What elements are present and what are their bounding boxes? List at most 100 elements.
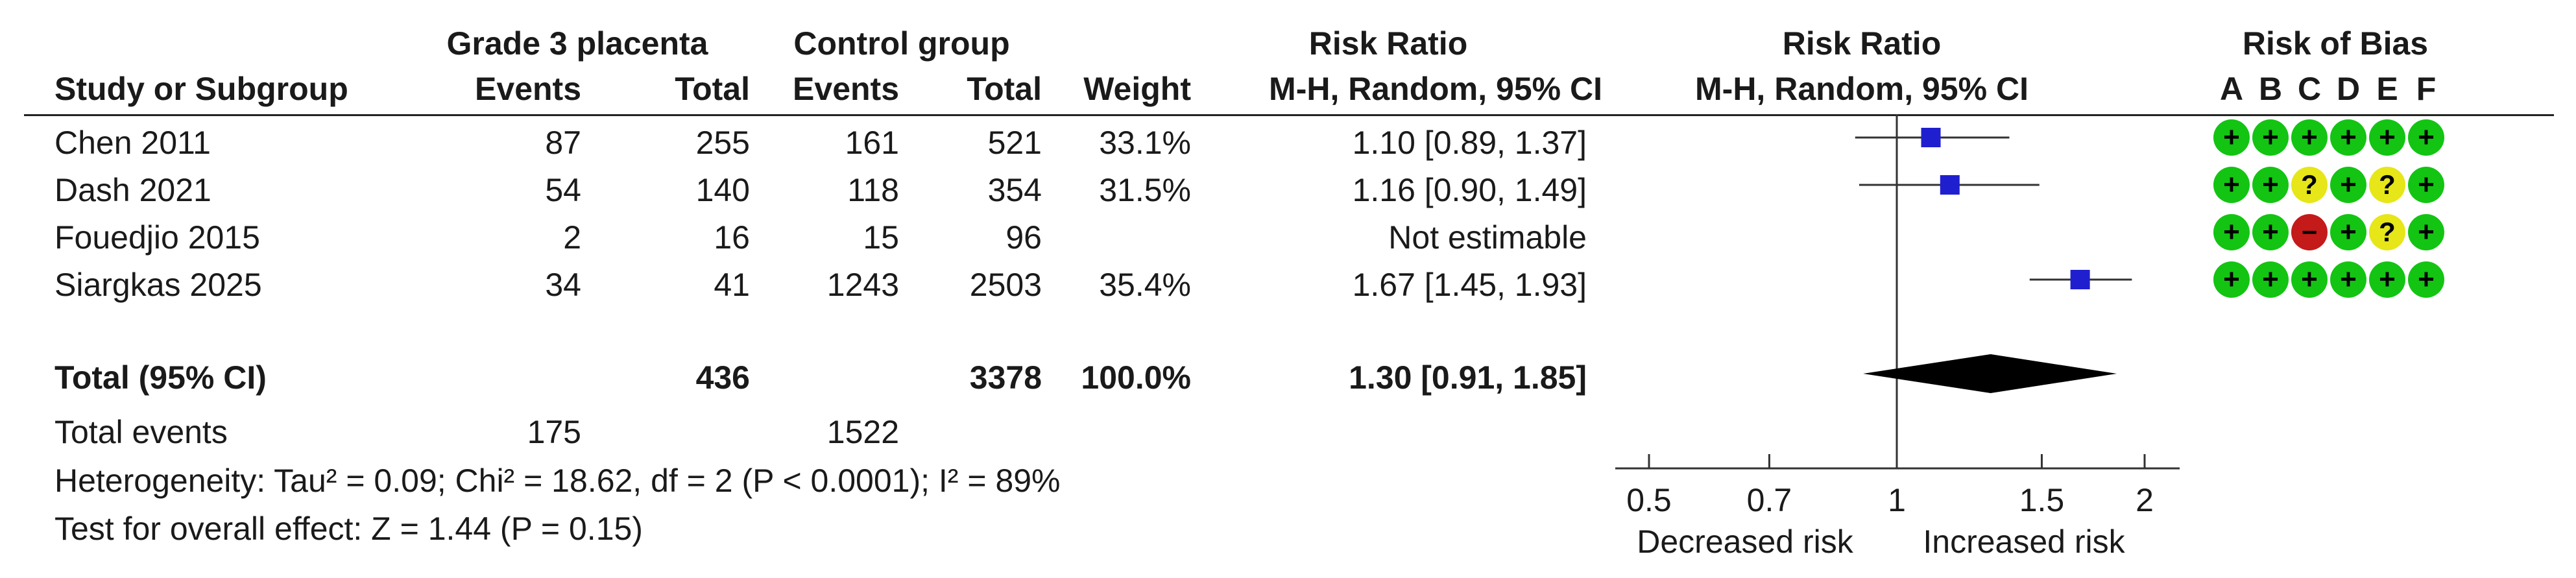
total-label: Total (95% CI) [54, 359, 267, 396]
total-weight: 100.0% [1081, 359, 1191, 396]
bias-symbol: + [2340, 263, 2357, 295]
events-2: 1243 [826, 267, 899, 303]
ci-text: 1.16 [0.90, 1.49] [1352, 172, 1587, 208]
bias-circle-unclear [2369, 167, 2405, 203]
bias-symbol: + [2262, 121, 2279, 153]
plot-title: Risk Ratio [1782, 25, 1942, 62]
bias-circle-low [2330, 214, 2366, 250]
bias-symbol: + [2379, 263, 2396, 295]
total-2: 354 [987, 172, 1042, 208]
study-name: Fouedjio 2015 [54, 219, 260, 256]
bias-symbol: + [2340, 216, 2357, 248]
weight: 31.5% [1099, 172, 1191, 208]
bias-symbol: + [2223, 121, 2240, 153]
bias-symbol: + [2418, 263, 2435, 295]
bias-circle-low [2408, 261, 2444, 298]
total-header-1: Total [675, 71, 750, 107]
total-1: 16 [714, 219, 750, 256]
bias-symbol: + [2223, 216, 2240, 248]
events-2: 161 [845, 125, 899, 161]
total-ci-text: 1.30 [0.91, 1.85] [1349, 359, 1587, 396]
total-header-2: Total [967, 71, 1042, 107]
bias-symbol: + [2262, 263, 2279, 295]
bias-circle-low [2369, 119, 2405, 156]
bias-circle-low [2252, 119, 2289, 156]
bias-domain-letter: D [2336, 71, 2361, 107]
weight: 35.4% [1099, 267, 1191, 303]
events-1: 2 [563, 219, 581, 256]
study-marker [1921, 128, 1941, 147]
bias-symbol: ? [2379, 169, 2396, 200]
bias-symbol: + [2418, 121, 2435, 153]
bias-symbol: + [2262, 169, 2279, 200]
bias-symbol: + [2418, 216, 2435, 248]
events-1: 34 [545, 267, 581, 303]
events-header-2: Events [793, 71, 899, 107]
total-n1: 436 [695, 359, 750, 396]
favours-right-label: Increased risk [1923, 524, 2125, 560]
bias-title: Risk of Bias [2242, 25, 2429, 62]
bias-circle-low [2291, 119, 2328, 156]
events-2: 118 [847, 172, 899, 208]
bias-symbol: + [2340, 121, 2357, 153]
bias-circle-low [2330, 167, 2366, 203]
bias-circle-unclear [2291, 167, 2328, 203]
bias-domain-letter: A [2219, 71, 2244, 107]
plot-method-header: M-H, Random, 95% CI [1695, 71, 2028, 107]
total-1: 41 [714, 267, 750, 303]
ci-text: 1.67 [1.45, 1.93] [1352, 267, 1587, 303]
study-marker [1940, 175, 1960, 195]
total-events-e2: 1522 [826, 414, 899, 450]
group1-header: Grade 3 placenta [446, 25, 708, 62]
bias-circle-unclear [2369, 214, 2405, 250]
bias-symbol: + [2301, 121, 2318, 153]
total-2: 2503 [969, 267, 1042, 303]
x-tick-label: 2 [2136, 482, 2154, 518]
bias-symbol: ? [2301, 169, 2318, 200]
bias-symbol: + [2340, 169, 2357, 200]
bias-circle-low [2213, 214, 2250, 250]
bias-domain-letter: E [2376, 71, 2398, 107]
bias-circle-low [2213, 167, 2250, 203]
bias-circle-low [2252, 167, 2289, 203]
bias-symbol: + [2223, 263, 2240, 295]
group2-header: Control group [793, 25, 1010, 62]
bias-circle-low [2213, 119, 2250, 156]
bias-symbol: − [2302, 217, 2318, 247]
header-rule [24, 114, 2554, 116]
heterogeneity-text: Heterogeneity: Tau² = 0.09; Chi² = 18.62… [54, 463, 1061, 499]
bias-circle-low [2408, 119, 2444, 156]
bias-circle-low [2291, 261, 2328, 298]
study-name: Dash 2021 [54, 172, 211, 208]
bias-circle-low [2408, 167, 2444, 203]
bias-symbol: + [2379, 121, 2396, 153]
method-header: M-H, Random, 95% CI [1269, 71, 1602, 107]
ci-text: 1.10 [0.89, 1.37] [1352, 125, 1587, 161]
events-header-1: Events [475, 71, 581, 107]
total-n2: 3378 [969, 359, 1042, 396]
bias-circle-low [2408, 214, 2444, 250]
bias-symbol: + [2418, 169, 2435, 200]
weight-header: Weight [1083, 71, 1191, 107]
bias-circle-low [2369, 261, 2405, 298]
bias-circle-high [2291, 214, 2328, 250]
study-marker [2070, 270, 2090, 289]
events-2: 15 [863, 219, 899, 256]
favours-left-label: Decreased risk [1637, 524, 1853, 560]
bias-symbol: + [2223, 169, 2240, 200]
x-tick-label: 0.7 [1746, 482, 1792, 518]
study-name: Siargkas 2025 [54, 267, 262, 303]
x-tick-label: 1 [1888, 482, 1906, 518]
study-name: Chen 2011 [54, 125, 211, 161]
events-1: 54 [545, 172, 581, 208]
total-events-label: Total events [54, 414, 228, 450]
bias-symbol: ? [2379, 217, 2396, 247]
x-tick-label: 0.5 [1626, 482, 1672, 518]
pooled-diamond [1863, 354, 2117, 393]
study-column-header: Study or Subgroup [54, 71, 348, 107]
overall-effect-text: Test for overall effect: Z = 1.44 (P = 0… [54, 511, 643, 547]
bias-domain-letter: B [2258, 71, 2283, 107]
ci-text: Not estimable [1388, 219, 1587, 256]
bias-circle-low [2330, 119, 2366, 156]
